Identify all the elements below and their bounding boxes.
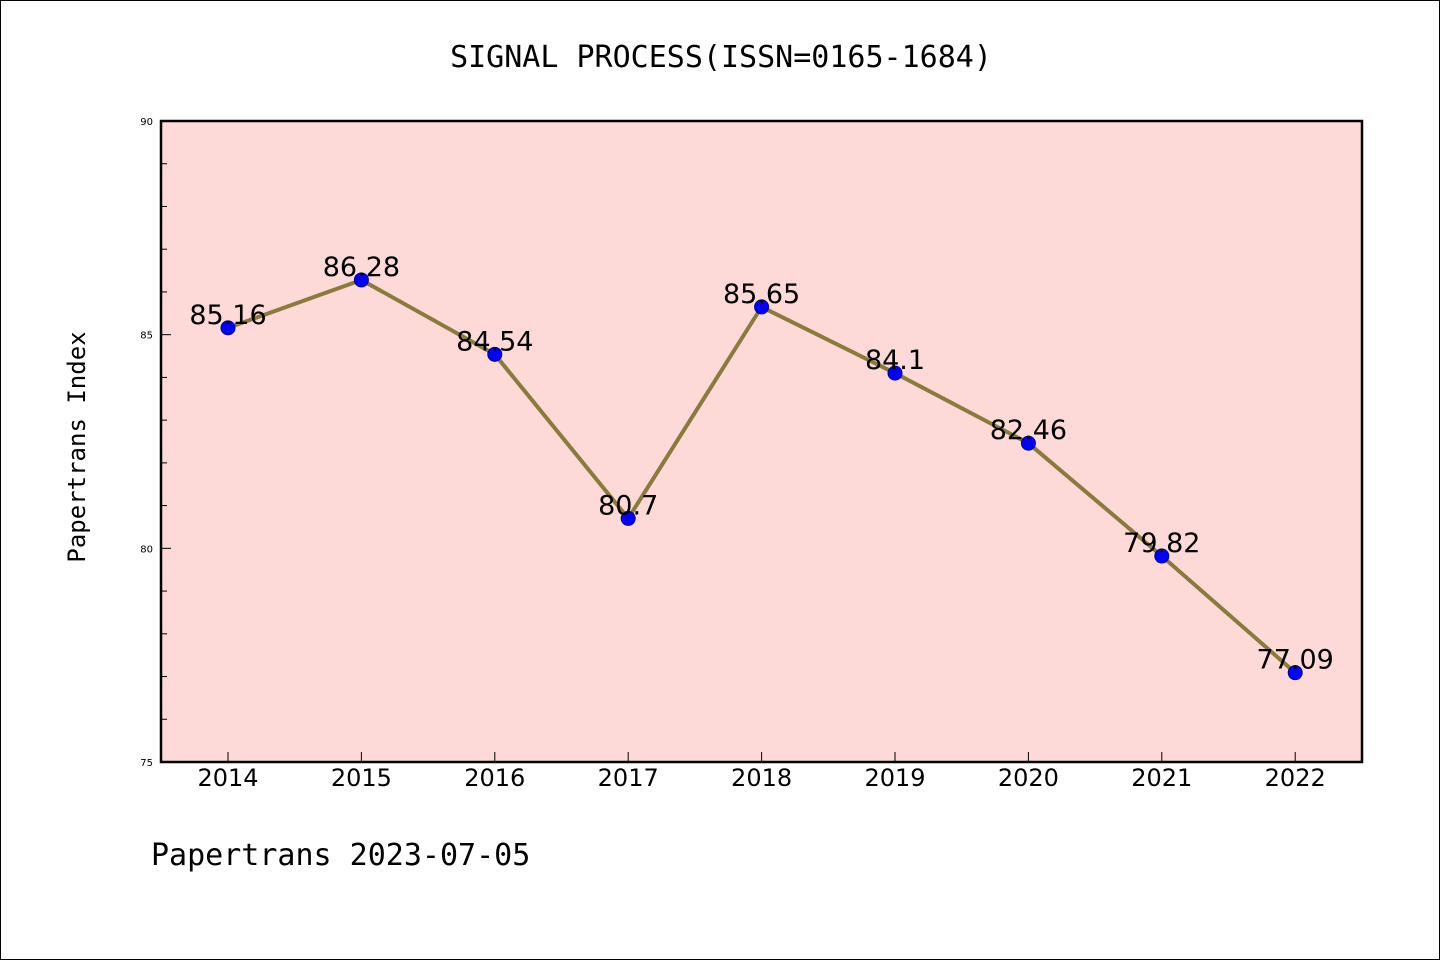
chart-title: SIGNAL PROCESS(ISSN=0165-1684)	[450, 40, 992, 75]
y-tick-label: 75	[140, 758, 153, 769]
data-label: 85.65	[723, 279, 800, 310]
data-label: 80.7	[598, 490, 658, 521]
data-label: 84.54	[456, 326, 533, 357]
x-tick-label: 2014	[197, 764, 258, 792]
x-tick-label: 2022	[1265, 764, 1326, 792]
footer-date: Papertrans 2023-07-05	[151, 838, 530, 873]
y-tick-label: 90	[140, 117, 153, 128]
data-point	[353, 272, 369, 288]
y-axis-label: Papertrans Index	[63, 331, 91, 562]
data-label: 79.82	[1123, 528, 1200, 559]
data-point	[1020, 435, 1036, 451]
y-tick-label: 80	[140, 544, 153, 555]
data-point	[487, 346, 503, 362]
data-point	[754, 299, 770, 315]
plot-area	[161, 121, 1362, 762]
x-tick-label: 2018	[731, 764, 792, 792]
data-labels: 85.16 86.28 84.54 80.7 85.65 84.1 82.46 79.82 77…	[189, 252, 1333, 676]
data-label: 82.46	[990, 415, 1067, 446]
data-point	[220, 320, 236, 336]
plot-border	[159, 119, 1364, 764]
x-tick-label: 2019	[864, 764, 925, 792]
x-tick-label: 2021	[1131, 764, 1192, 792]
x-tick-label: 2017	[598, 764, 659, 792]
data-point	[1287, 665, 1303, 681]
data-point	[620, 510, 636, 526]
data-point	[1154, 548, 1170, 564]
series-line	[220, 272, 1303, 681]
y-tick-label: 85	[140, 331, 153, 342]
axis-ticks: 75 80 85 90 2014 2015 2016 2017 2018 2019 2020 2021…	[140, 117, 1325, 792]
x-tick-label: 2020	[998, 764, 1059, 792]
x-tick-label: 2016	[464, 764, 525, 792]
data-label: 85.16	[189, 300, 266, 331]
data-label: 84.1	[865, 345, 925, 376]
x-tick-label: 2015	[331, 764, 392, 792]
data-label: 86.28	[323, 252, 400, 283]
data-point	[887, 365, 903, 381]
data-label: 77.09	[1257, 645, 1334, 676]
